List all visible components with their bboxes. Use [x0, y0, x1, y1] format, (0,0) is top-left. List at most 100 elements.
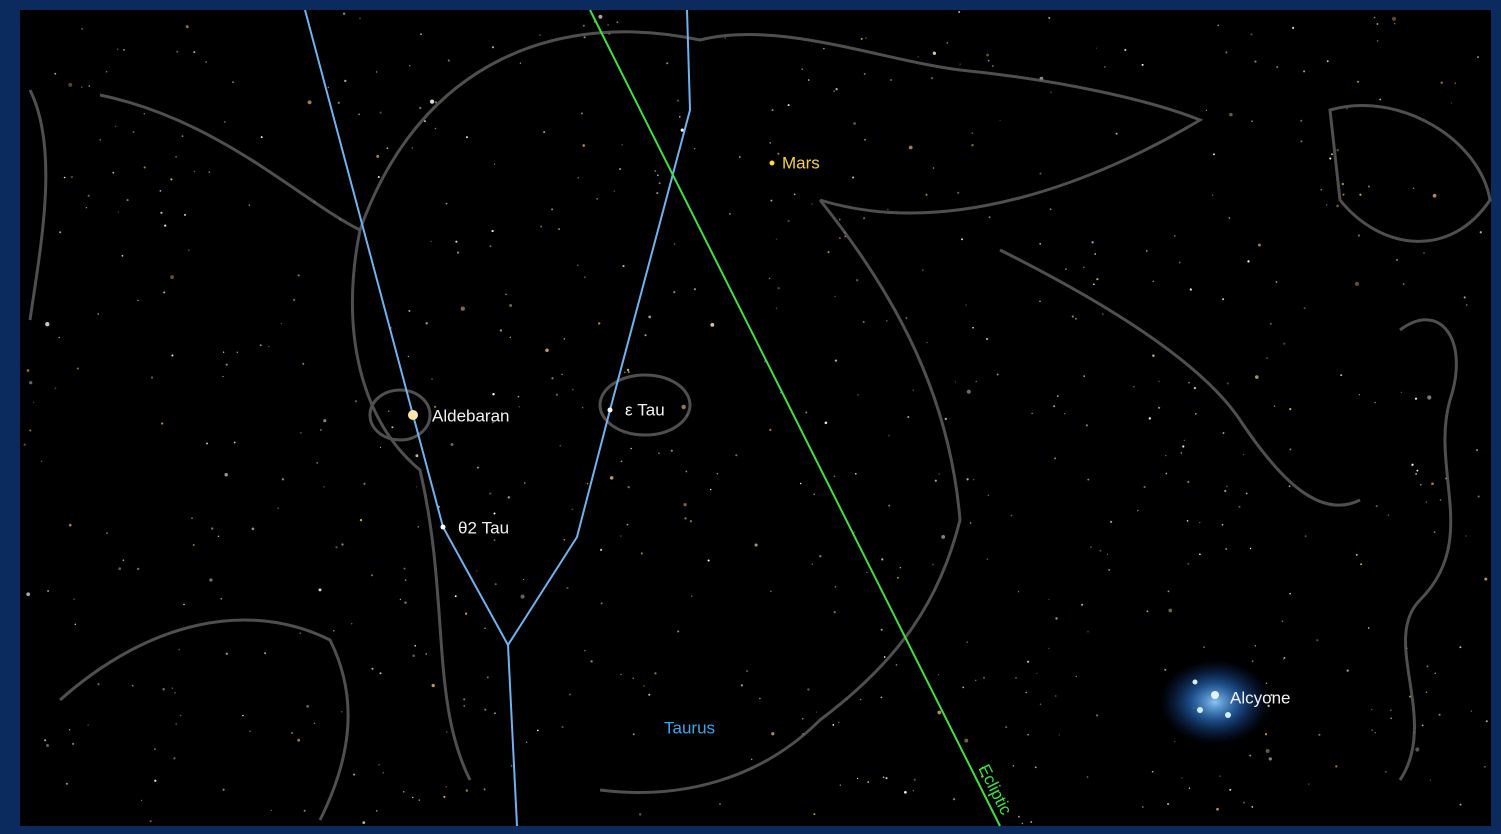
star [800, 483, 802, 485]
constellation-label[interactable]: Taurus [664, 718, 715, 737]
star [379, 672, 381, 674]
star [264, 652, 266, 654]
star [904, 791, 907, 794]
star [933, 167, 935, 169]
star [316, 462, 318, 464]
star [1376, 23, 1378, 25]
star [1420, 484, 1422, 486]
star [208, 171, 210, 173]
star [446, 731, 448, 733]
star [1225, 548, 1227, 550]
star [777, 153, 779, 155]
star [1040, 704, 1041, 705]
star [341, 711, 343, 713]
object-label[interactable]: Mars [782, 153, 820, 172]
star [1229, 789, 1231, 791]
star [1392, 17, 1396, 21]
star [616, 21, 618, 23]
star [424, 120, 426, 122]
star [81, 87, 82, 88]
star [304, 810, 306, 812]
star [1346, 108, 1348, 110]
star [180, 715, 182, 717]
star [1229, 113, 1233, 117]
star [983, 677, 985, 679]
star [446, 203, 448, 205]
star [1216, 808, 1219, 811]
star [1250, 33, 1252, 35]
star [448, 59, 450, 61]
object-label[interactable]: θ2 Tau [458, 518, 509, 537]
star [404, 568, 406, 570]
star [614, 190, 615, 191]
star [249, 731, 251, 733]
star [881, 558, 883, 560]
object-label[interactable]: Aldebaran [432, 406, 510, 425]
star [343, 13, 345, 15]
star [1368, 627, 1370, 629]
star [118, 211, 119, 212]
star [719, 803, 721, 805]
star [787, 220, 789, 222]
star [1484, 766, 1486, 768]
star [1182, 445, 1184, 447]
star [708, 559, 710, 561]
star [587, 483, 588, 484]
star [1064, 413, 1065, 414]
star [1413, 188, 1414, 189]
star [1146, 250, 1148, 252]
object-label[interactable]: ε Tau [625, 400, 665, 419]
star [746, 670, 748, 672]
star [1086, 424, 1088, 426]
star [1124, 49, 1126, 51]
star [888, 505, 890, 507]
star [302, 363, 304, 365]
star [1300, 120, 1302, 122]
star [441, 525, 446, 530]
star [922, 269, 924, 271]
star [403, 791, 405, 793]
star [989, 216, 991, 218]
star [959, 63, 960, 64]
star [435, 128, 437, 130]
star [141, 800, 142, 801]
star [446, 786, 447, 787]
star [596, 198, 598, 200]
star [1396, 259, 1398, 261]
star [558, 228, 560, 230]
star [1246, 493, 1248, 495]
star [408, 410, 418, 420]
star [1343, 194, 1345, 196]
star [1427, 395, 1431, 399]
star [232, 81, 234, 83]
star [443, 796, 445, 798]
star [1174, 741, 1175, 742]
star [958, 11, 960, 13]
star [1187, 563, 1189, 565]
star [58, 337, 60, 339]
star [338, 102, 340, 104]
star [362, 821, 365, 824]
star [186, 25, 189, 28]
star [622, 265, 624, 267]
star [1251, 120, 1253, 122]
star [426, 322, 428, 324]
star [1466, 304, 1468, 306]
star [962, 687, 964, 689]
star [811, 203, 813, 205]
star [1137, 510, 1139, 512]
star [1371, 709, 1373, 711]
star [717, 473, 719, 475]
star [1213, 153, 1215, 155]
star [812, 564, 813, 565]
star [408, 356, 409, 357]
star [1072, 315, 1074, 317]
star [509, 304, 512, 307]
star [801, 68, 803, 70]
star [234, 442, 236, 444]
object-label[interactable]: Alcyone [1230, 688, 1290, 707]
star [566, 587, 568, 589]
star [1217, 25, 1219, 27]
star [1152, 771, 1154, 773]
star [966, 478, 968, 480]
